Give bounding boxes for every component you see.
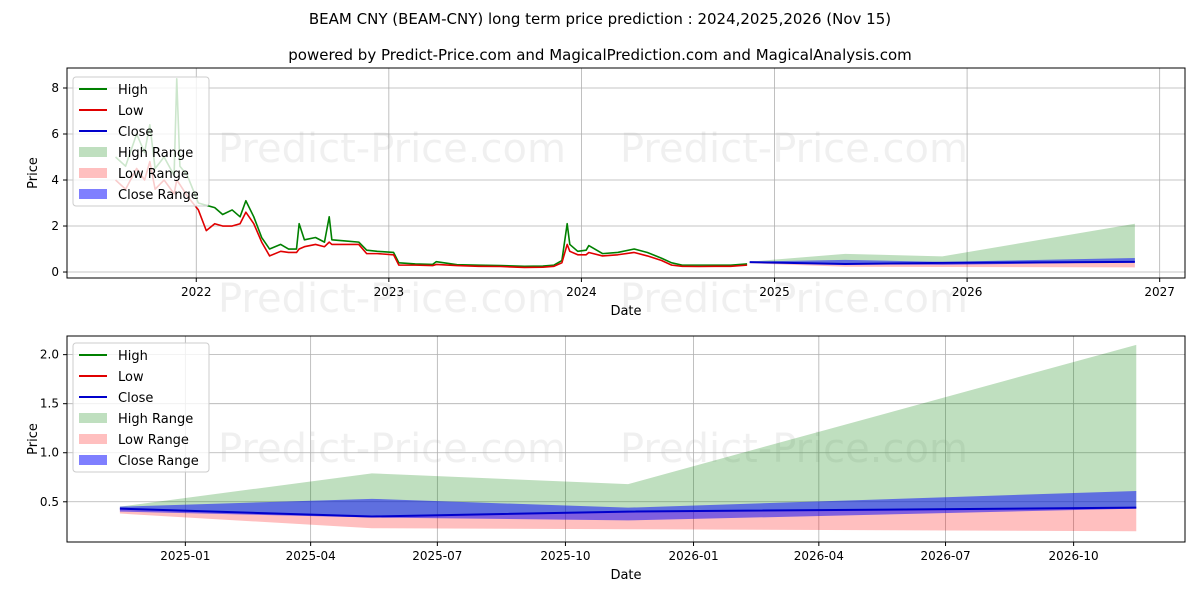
x-tick-label: 2025-07 xyxy=(412,549,462,563)
legend-low-label: Low xyxy=(118,370,144,385)
high-range-area xyxy=(119,344,1137,517)
x-tick-label: 2023 xyxy=(374,285,405,299)
watermark: Predict-Price.com xyxy=(620,426,968,472)
legend-close-range-swatch xyxy=(79,189,107,199)
legend-low-range-swatch xyxy=(79,168,107,178)
watermark: Predict-Price.com xyxy=(218,426,566,472)
chart-title: BEAM CNY (BEAM-CNY) long term price pred… xyxy=(308,10,892,28)
chart-subtitle: powered by Predict-Price.com and Magical… xyxy=(288,46,912,64)
x-tick-label: 2025-10 xyxy=(540,549,590,563)
high-line xyxy=(114,78,748,268)
close-line xyxy=(119,506,1137,518)
axes-frame xyxy=(66,335,1186,543)
plot-area xyxy=(114,78,1135,269)
legend: High Low Close High Range Low Range Close Ran… xyxy=(72,342,210,473)
legend-high-label: High xyxy=(118,349,148,364)
x-tick-label: 2025-04 xyxy=(286,549,336,563)
x-tick-label: 2025 xyxy=(759,285,790,299)
high-range-area xyxy=(749,223,1135,264)
x-tick-label: 2024 xyxy=(566,285,597,299)
x-tick-label: 2027 xyxy=(1144,285,1175,299)
plot-area xyxy=(119,344,1137,532)
x-tick-label: 2026 xyxy=(952,285,983,299)
x-tick-label: 2026-04 xyxy=(794,549,844,563)
chart-long-term: Predict-Price.com Predict-Price.com Predic… xyxy=(26,67,1186,322)
legend-high-range-label: High Range xyxy=(118,146,193,161)
x-tick-label: 2026-10 xyxy=(1049,549,1099,563)
low-line xyxy=(114,160,748,269)
legend-high-label: High xyxy=(118,83,148,98)
y-tick-label: 2.0 xyxy=(40,348,59,362)
legend-low-range-swatch xyxy=(79,434,107,444)
legend: High Low Close High Range Low Range Close Ran… xyxy=(72,76,210,207)
watermark: Predict-Price.com xyxy=(620,276,968,322)
x-axis-label: Date xyxy=(610,304,641,319)
close-line xyxy=(749,260,1135,265)
legend-close-range-label: Close Range xyxy=(118,454,199,469)
y-tick-label: 4 xyxy=(51,173,59,187)
y-tick-label: 1.0 xyxy=(40,446,59,460)
legend-low-range-label: Low Range xyxy=(118,433,189,448)
y-tick-label: 2 xyxy=(51,219,59,233)
legend-high-range-swatch xyxy=(79,413,107,423)
legend-low-range-label: Low Range xyxy=(118,167,189,182)
legend-close-range-label: Close Range xyxy=(118,188,199,203)
close-range-area xyxy=(119,490,1137,521)
y-tick-label: 6 xyxy=(51,127,59,141)
legend-low-label: Low xyxy=(118,104,144,119)
y-tick-label: 0.5 xyxy=(40,495,59,509)
x-axis-label: Date xyxy=(610,568,641,583)
legend-high-range-label: High Range xyxy=(118,412,193,427)
axes-frame xyxy=(66,67,1186,279)
x-tick-label: 2026-01 xyxy=(668,549,718,563)
y-tick-label: 8 xyxy=(51,81,59,95)
y-tick-label: 1.5 xyxy=(40,397,59,411)
x-tick-label: 2025-01 xyxy=(160,549,210,563)
x-tick-label: 2026-07 xyxy=(920,549,970,563)
x-tick-label: 2022 xyxy=(181,285,212,299)
chart-forecast: Predict-Price.com Predict-Price.com 2025-0… xyxy=(26,335,1186,583)
watermark: Predict-Price.com xyxy=(620,126,968,172)
legend-close-label: Close xyxy=(118,125,153,140)
y-tick-label: 0 xyxy=(51,265,59,279)
watermark: Predict-Price.com xyxy=(218,126,566,172)
y-axis-label: Price xyxy=(26,423,41,455)
legend-high-range-swatch xyxy=(79,147,107,157)
legend-close-range-swatch xyxy=(79,455,107,465)
watermark: Predict-Price.com xyxy=(218,276,566,322)
y-axis-label: Price xyxy=(26,157,41,189)
legend-close-label: Close xyxy=(118,391,153,406)
